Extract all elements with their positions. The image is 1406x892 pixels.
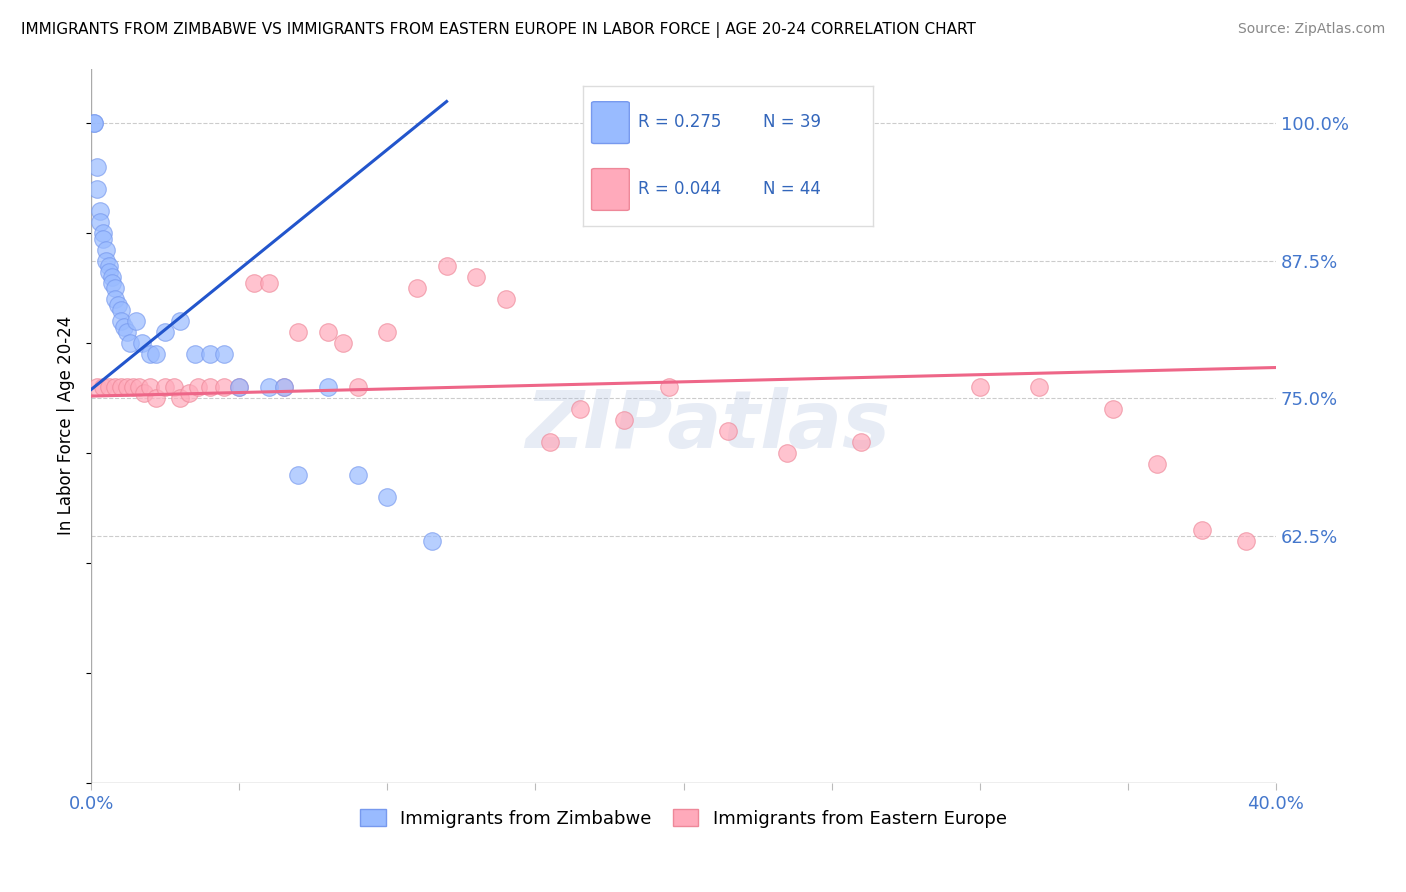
Text: Source: ZipAtlas.com: Source: ZipAtlas.com: [1237, 22, 1385, 37]
Point: [110, 314, 132, 328]
Point: [115, 380, 138, 394]
Point: [112, 319, 135, 334]
Point: [118, 336, 141, 351]
Point: [107, 298, 129, 312]
Point: [177, 385, 200, 400]
Point: [139, 380, 162, 394]
Point: [110, 380, 132, 394]
Point: [91, 232, 114, 246]
Point: [1234, 534, 1257, 549]
Point: [101, 276, 124, 290]
Point: [273, 380, 295, 394]
Point: [228, 380, 250, 394]
Point: [91, 227, 114, 241]
Point: [104, 281, 127, 295]
Point: [613, 413, 636, 427]
Point: [83, 116, 105, 130]
Point: [538, 435, 561, 450]
Point: [128, 380, 150, 394]
Point: [658, 380, 681, 394]
Point: [465, 270, 488, 285]
Point: [89, 204, 111, 219]
Point: [145, 347, 167, 361]
Point: [163, 380, 186, 394]
Point: [1191, 523, 1213, 537]
Point: [86, 182, 108, 196]
Point: [1102, 402, 1125, 417]
Point: [134, 385, 156, 400]
Point: [104, 380, 127, 394]
Point: [346, 468, 368, 483]
Point: [86, 380, 108, 394]
Point: [316, 380, 339, 394]
Point: [115, 326, 138, 340]
Text: IMMIGRANTS FROM ZIMBABWE VS IMMIGRANTS FROM EASTERN EUROPE IN LABOR FORCE | AGE : IMMIGRANTS FROM ZIMBABWE VS IMMIGRANTS F…: [21, 22, 976, 38]
Point: [153, 380, 176, 394]
Point: [214, 347, 236, 361]
Y-axis label: In Labor Force | Age 20-24: In Labor Force | Age 20-24: [58, 316, 75, 535]
Point: [94, 253, 117, 268]
Point: [97, 380, 120, 394]
Point: [214, 380, 236, 394]
Point: [139, 347, 162, 361]
Point: [184, 347, 207, 361]
Point: [169, 392, 191, 406]
Point: [110, 303, 132, 318]
Point: [568, 402, 591, 417]
Point: [332, 336, 354, 351]
Point: [420, 534, 443, 549]
Point: [436, 260, 458, 274]
Point: [717, 424, 740, 438]
Point: [287, 468, 309, 483]
Point: [94, 243, 117, 257]
Point: [198, 380, 221, 394]
Point: [86, 161, 108, 175]
Point: [131, 336, 153, 351]
Point: [257, 380, 280, 394]
Point: [1028, 380, 1050, 394]
Point: [89, 215, 111, 229]
Point: [198, 347, 221, 361]
Point: [851, 435, 873, 450]
Point: [346, 380, 368, 394]
Point: [1146, 457, 1168, 471]
Point: [169, 314, 191, 328]
Text: ZIPatlas: ZIPatlas: [524, 387, 890, 465]
Point: [187, 380, 209, 394]
Point: [153, 326, 176, 340]
Point: [316, 326, 339, 340]
Point: [377, 326, 399, 340]
Point: [104, 293, 127, 307]
Point: [97, 265, 120, 279]
Point: [257, 276, 280, 290]
Point: [273, 380, 295, 394]
Point: [406, 281, 429, 295]
Point: [377, 490, 399, 504]
Point: [969, 380, 991, 394]
Point: [145, 392, 167, 406]
Legend: Immigrants from Zimbabwe, Immigrants from Eastern Europe: Immigrants from Zimbabwe, Immigrants fro…: [353, 802, 1014, 835]
Point: [228, 380, 250, 394]
Point: [124, 314, 146, 328]
Point: [243, 276, 266, 290]
Point: [91, 380, 114, 394]
Point: [97, 260, 120, 274]
Point: [776, 446, 799, 460]
Point: [83, 116, 105, 130]
Point: [287, 326, 309, 340]
Point: [101, 270, 124, 285]
Point: [495, 293, 517, 307]
Point: [121, 380, 143, 394]
